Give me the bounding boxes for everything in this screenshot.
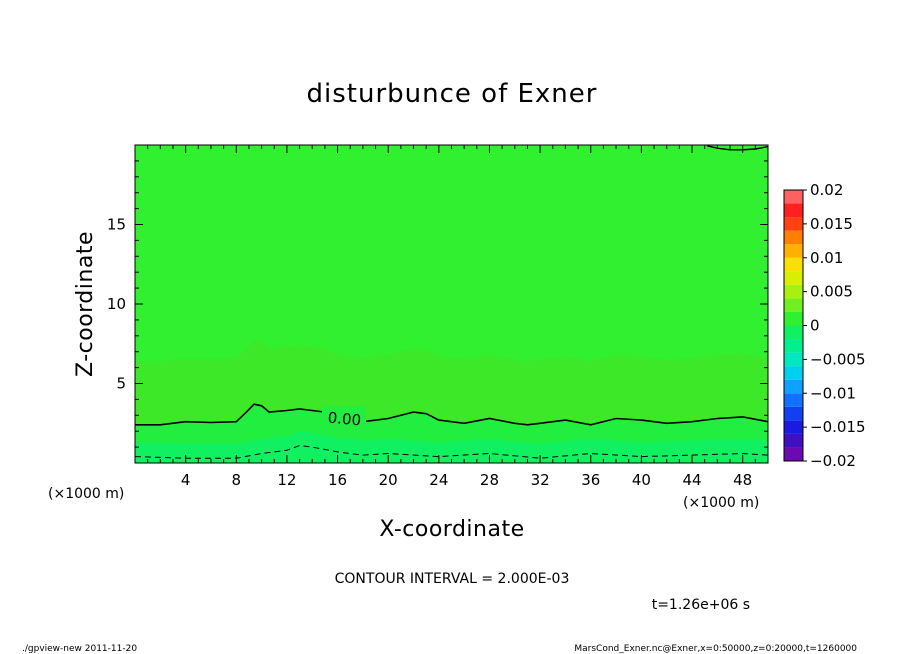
y-ticks: 5 10 15 xyxy=(107,160,768,448)
x-tick-label: 8 xyxy=(232,471,242,489)
x-tick-label: 24 xyxy=(429,471,448,489)
colorbar-tick-label: 0 xyxy=(810,317,820,335)
colorbar-swatch xyxy=(784,393,803,407)
colorbar-tick-label: −0.02 xyxy=(810,452,856,470)
negative-band xyxy=(135,431,768,463)
footer-right: MarsCond_Exner.nc@Exner,x=0:50000,z=0:20… xyxy=(574,644,857,654)
colorbar-tick-label: 0.015 xyxy=(810,215,853,233)
colorbar-swatch xyxy=(784,311,803,326)
colorbar-swatch xyxy=(784,325,803,340)
x-unit-label-right: (×1000 m) xyxy=(683,495,759,511)
y-axis-label: Z-coordinate xyxy=(73,231,98,377)
x-tick-label: 40 xyxy=(632,471,651,489)
y-tick-label: 15 xyxy=(107,216,126,234)
x-axis-label: X-coordinate xyxy=(379,517,524,542)
x-tick-label: 48 xyxy=(733,471,752,489)
time-text: t=1.26e+06 s xyxy=(652,597,750,613)
colorbar-tick-label: 0.02 xyxy=(810,181,843,199)
x-tick-label: 32 xyxy=(531,471,550,489)
colorbar-tick-label: −0.005 xyxy=(810,350,866,368)
colorbar-tick-label: 0.01 xyxy=(810,249,843,267)
contour-interval-text: CONTOUR INTERVAL = 2.000E-03 xyxy=(335,571,570,587)
colorbar-tick-label: −0.01 xyxy=(810,384,856,402)
zero-contour-line xyxy=(135,403,768,426)
colorbar-ticks: 0.02 0.015 0.01 0.005 0 −0.005 −0.01 −0.015 −0.0… xyxy=(803,181,866,470)
colorbar-swatch xyxy=(784,339,803,353)
x-tick-label: 4 xyxy=(181,471,191,489)
colorbar-swatch xyxy=(784,433,803,448)
x-tick-label: 12 xyxy=(277,471,296,489)
colorbar-swatch xyxy=(784,447,803,461)
plot-fill xyxy=(135,145,768,463)
x-tick-label: 36 xyxy=(581,471,600,489)
contour-label: 0.00 xyxy=(327,409,362,430)
colorbar-swatch xyxy=(784,244,803,258)
colorbar-tick-label: 0.005 xyxy=(810,283,853,301)
colorbar-swatch xyxy=(784,298,803,312)
contour-lines xyxy=(135,145,768,459)
colorbar-swatch xyxy=(784,257,803,272)
colorbar xyxy=(784,190,803,461)
y-tick-label: 5 xyxy=(116,375,126,393)
negative-contour-line xyxy=(135,444,768,459)
colorbar-swatch xyxy=(784,203,803,218)
colorbar-swatch xyxy=(784,190,803,204)
colorbar-swatch xyxy=(784,271,803,285)
colorbar-swatch xyxy=(784,406,803,421)
top-contour-line xyxy=(707,145,768,151)
x-tick-label: 20 xyxy=(379,471,398,489)
x-ticks: 4 8 12 16 20 24 28 32 36 40 44 48 xyxy=(147,145,756,489)
colorbar-swatch xyxy=(784,284,803,299)
x-unit-label-left: (×1000 m) xyxy=(48,486,124,502)
x-tick-label: 16 xyxy=(328,471,347,489)
colorbar-swatch xyxy=(784,379,803,394)
colorbar-swatch xyxy=(784,230,803,245)
colorbar-tick-label: −0.015 xyxy=(810,418,866,436)
x-tick-label: 44 xyxy=(682,471,701,489)
x-tick-label: 28 xyxy=(480,471,499,489)
colorbar-swatch xyxy=(784,420,803,434)
colorbar-swatch xyxy=(784,352,803,367)
y-tick-label: 10 xyxy=(107,295,126,313)
chart-title: disturbunce of Exner xyxy=(307,79,598,109)
colorbar-swatch xyxy=(784,366,803,380)
contour-label-bg xyxy=(322,406,366,426)
footer-left: ./gpview-new 2011-11-20 xyxy=(22,644,137,654)
colorbar-swatch xyxy=(784,217,803,231)
